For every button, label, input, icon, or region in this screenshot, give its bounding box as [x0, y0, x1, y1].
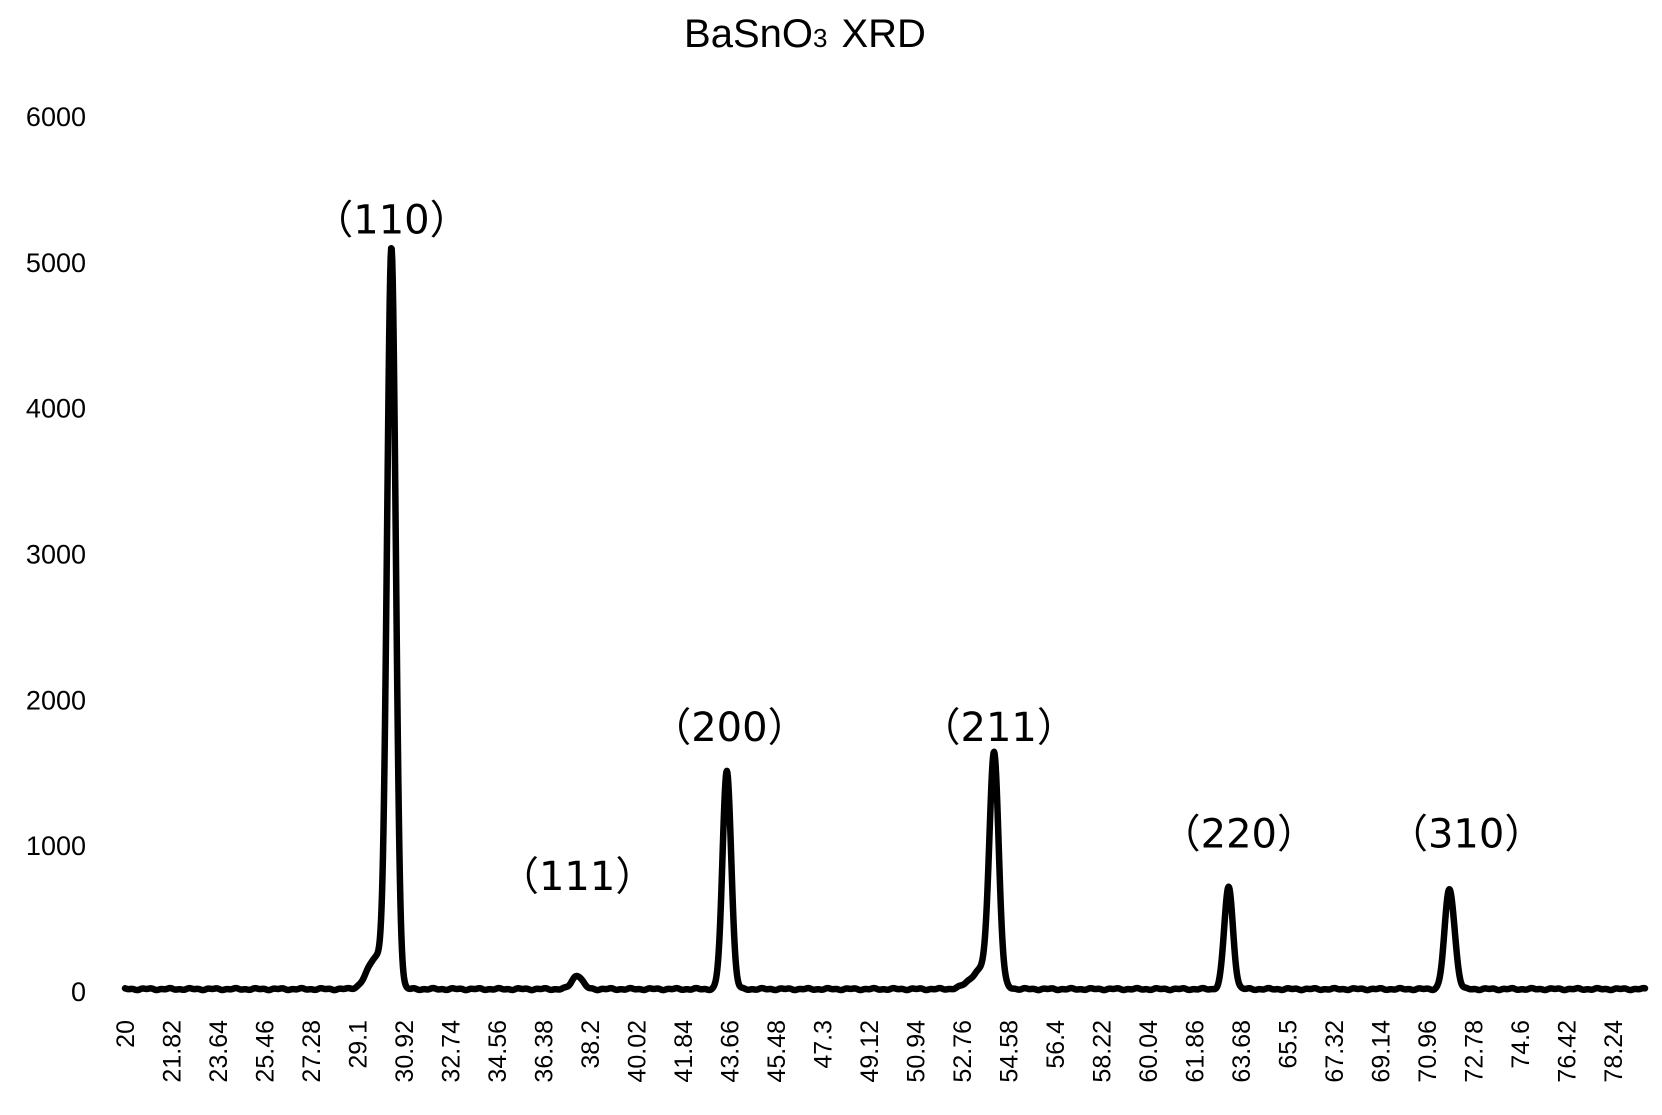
x-tick-label: 34.56 [484, 1020, 512, 1083]
x-tick-label: 27.28 [298, 1020, 326, 1083]
y-tick-label: 2000 [26, 685, 86, 715]
y-tick-label: 6000 [26, 102, 86, 132]
peak-label: （110） [313, 198, 469, 244]
x-tick-label: 56.4 [1042, 1020, 1070, 1069]
chart-title: BaSnO3 XRD [684, 12, 926, 56]
xrd-intensity-line [121, 244, 1649, 994]
x-tick-label: 45.48 [763, 1020, 791, 1083]
x-tick-label: 47.3 [809, 1020, 837, 1069]
x-tick-label: 38.2 [577, 1020, 605, 1069]
x-tick-label: 72.78 [1460, 1020, 1488, 1083]
peak-label: （220） [1161, 812, 1317, 858]
x-tick-label: 25.46 [251, 1020, 279, 1083]
x-tick-label: 32.74 [437, 1020, 465, 1083]
x-tick-label: 76.42 [1553, 1020, 1581, 1083]
x-tick-label: 60.04 [1135, 1020, 1163, 1083]
y-tick-label: 0 [71, 977, 86, 1007]
x-tick-label: 54.58 [995, 1020, 1023, 1083]
y-tick-label: 4000 [26, 394, 86, 424]
chart-title-subscript: 3 [813, 23, 827, 53]
peak-label: （200） [651, 705, 807, 751]
x-tick-label: 43.66 [716, 1020, 744, 1083]
x-tick-label: 29.1 [344, 1020, 372, 1069]
x-tick-label: 65.5 [1274, 1020, 1302, 1069]
y-axis-ticks: 0 1000 2000 3000 4000 5000 6000 [26, 102, 86, 1007]
y-tick-label: 1000 [26, 831, 86, 861]
x-tick-label: 67.32 [1321, 1020, 1349, 1083]
x-tick-label: 21.82 [158, 1020, 186, 1083]
x-tick-label: 20 [112, 1020, 140, 1048]
x-tick-label: 52.76 [949, 1020, 977, 1083]
x-tick-label: 23.64 [205, 1020, 233, 1083]
peak-labels: （110） （111） （200） （211） （220） （310） [313, 198, 1544, 900]
peak-label: （310） [1388, 812, 1544, 858]
x-tick-label: 30.92 [391, 1020, 419, 1083]
x-tick-label: 78.24 [1600, 1020, 1628, 1083]
x-tick-label: 61.86 [1181, 1020, 1209, 1083]
chart-title-main: BaSnO [684, 12, 813, 56]
peak-label: （211） [921, 705, 1077, 751]
x-axis-ticks: 20 21.82 23.64 25.46 27.28 29.1 30.92 32.74 34.5… [112, 1020, 1628, 1083]
y-tick-label: 3000 [26, 540, 86, 570]
x-tick-label: 50.94 [902, 1020, 930, 1083]
x-tick-label: 40.02 [623, 1020, 651, 1083]
x-tick-label: 69.14 [1367, 1020, 1395, 1083]
x-tick-label: 63.68 [1228, 1020, 1256, 1083]
y-tick-label: 5000 [26, 248, 86, 278]
x-tick-label: 70.96 [1414, 1020, 1442, 1083]
x-tick-label: 41.84 [670, 1020, 698, 1083]
x-tick-label: 49.12 [856, 1020, 884, 1083]
chart-title-rest: XRD [841, 12, 925, 56]
peak-label: （111） [499, 854, 655, 900]
x-tick-label: 58.22 [1088, 1020, 1116, 1083]
x-tick-label: 74.6 [1507, 1020, 1535, 1069]
x-tick-label: 36.38 [530, 1020, 558, 1083]
